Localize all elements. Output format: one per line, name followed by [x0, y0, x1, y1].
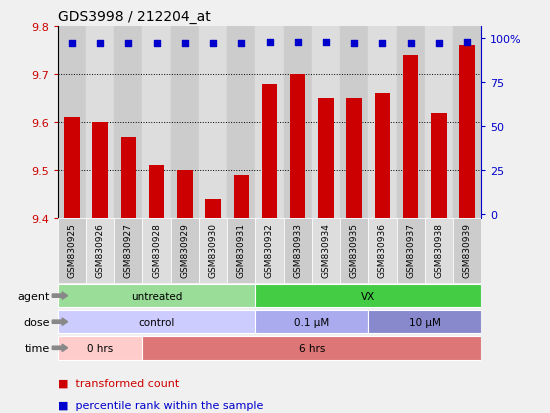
Bar — [92, 123, 108, 219]
Text: GSM830937: GSM830937 — [406, 222, 415, 277]
Bar — [58, 310, 255, 334]
Point — [152, 41, 161, 47]
Bar — [170, 27, 199, 219]
Bar — [340, 219, 368, 283]
Text: 10 μM: 10 μM — [409, 317, 441, 327]
Bar — [58, 27, 86, 219]
Text: GSM830929: GSM830929 — [180, 222, 189, 277]
Text: GSM830925: GSM830925 — [67, 222, 76, 277]
Bar — [318, 99, 334, 219]
Text: time: time — [24, 343, 50, 353]
Bar — [453, 219, 481, 283]
Bar — [312, 219, 340, 283]
Bar — [114, 219, 142, 283]
Bar — [234, 176, 249, 219]
Bar — [284, 219, 312, 283]
Bar — [284, 27, 312, 219]
Point — [378, 41, 387, 47]
Text: VX: VX — [361, 291, 376, 301]
Text: GSM830928: GSM830928 — [152, 222, 161, 277]
Point — [265, 39, 274, 46]
Text: 6 hrs: 6 hrs — [299, 343, 325, 353]
Point — [350, 41, 359, 47]
Text: GSM830939: GSM830939 — [463, 222, 472, 277]
Bar — [86, 27, 114, 219]
Point — [68, 41, 76, 47]
Point — [406, 41, 415, 47]
Bar — [255, 27, 284, 219]
Bar — [142, 27, 170, 219]
Bar — [425, 219, 453, 283]
Text: GSM830936: GSM830936 — [378, 222, 387, 277]
Bar — [199, 27, 227, 219]
Bar — [459, 46, 475, 219]
Point — [237, 41, 246, 47]
Bar — [58, 284, 255, 308]
Bar — [290, 75, 305, 219]
Text: agent: agent — [17, 291, 50, 301]
Bar — [170, 219, 199, 283]
Bar — [177, 171, 192, 219]
Point — [463, 39, 471, 46]
Bar — [397, 27, 425, 219]
Text: GSM830927: GSM830927 — [124, 222, 133, 277]
Text: GSM830931: GSM830931 — [236, 222, 246, 277]
Point — [293, 39, 302, 46]
Point — [96, 41, 104, 47]
Text: GDS3998 / 212204_at: GDS3998 / 212204_at — [58, 10, 211, 24]
Text: dose: dose — [23, 317, 50, 327]
Bar — [255, 219, 284, 283]
Bar — [227, 219, 255, 283]
Text: GSM830932: GSM830932 — [265, 222, 274, 277]
Bar — [64, 118, 80, 219]
Bar — [368, 310, 481, 334]
Bar — [262, 84, 277, 219]
Text: untreated: untreated — [131, 291, 182, 301]
Bar — [227, 27, 255, 219]
Bar — [205, 199, 221, 219]
Bar — [403, 56, 419, 219]
Bar — [149, 166, 164, 219]
Bar — [346, 99, 362, 219]
Bar — [368, 219, 397, 283]
Bar — [375, 94, 390, 219]
Bar — [142, 219, 170, 283]
Text: GSM830933: GSM830933 — [293, 222, 303, 277]
Bar — [255, 310, 368, 334]
Text: GSM830935: GSM830935 — [350, 222, 359, 277]
Bar — [340, 27, 368, 219]
Text: ■  transformed count: ■ transformed count — [58, 377, 179, 387]
Bar — [114, 27, 142, 219]
Bar — [58, 219, 86, 283]
Bar — [199, 219, 227, 283]
Text: GSM830938: GSM830938 — [434, 222, 443, 277]
Text: 0.1 μM: 0.1 μM — [294, 317, 329, 327]
Bar — [58, 336, 142, 360]
Bar — [120, 137, 136, 219]
Text: ■  percentile rank within the sample: ■ percentile rank within the sample — [58, 400, 263, 410]
Point — [434, 41, 443, 47]
Text: 0 hrs: 0 hrs — [87, 343, 113, 353]
Text: GSM830930: GSM830930 — [208, 222, 218, 277]
Point — [180, 41, 189, 47]
Bar — [397, 219, 425, 283]
Text: GSM830934: GSM830934 — [321, 222, 331, 277]
Bar — [312, 27, 340, 219]
Bar — [368, 27, 397, 219]
Bar — [142, 336, 481, 360]
Bar — [425, 27, 453, 219]
Bar — [255, 284, 481, 308]
Text: control: control — [139, 317, 175, 327]
Bar — [453, 27, 481, 219]
Point — [208, 41, 217, 47]
Point — [124, 41, 133, 47]
Text: GSM830926: GSM830926 — [96, 222, 104, 277]
Point — [322, 39, 331, 46]
Bar — [86, 219, 114, 283]
Bar — [431, 113, 447, 219]
